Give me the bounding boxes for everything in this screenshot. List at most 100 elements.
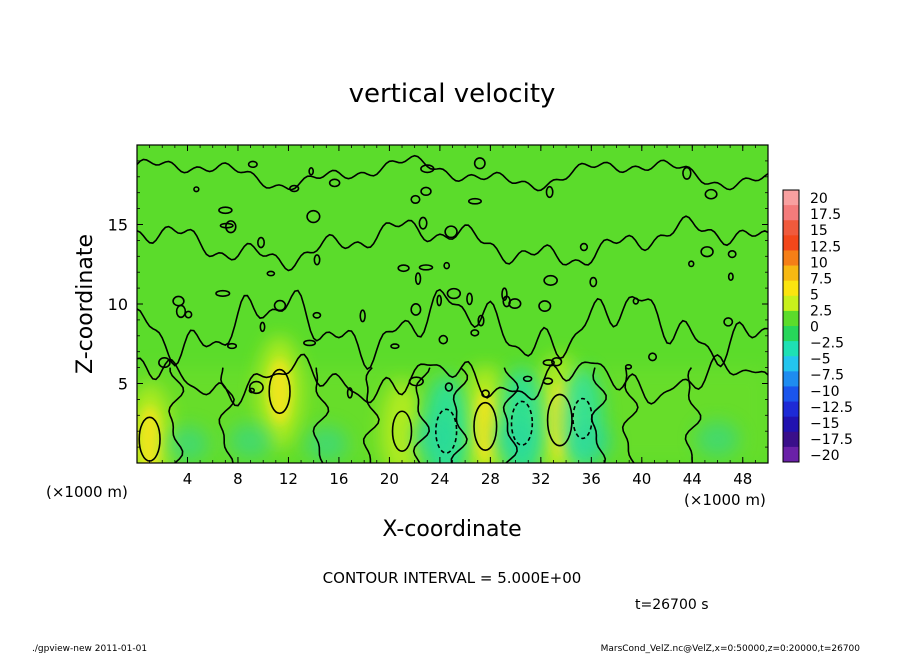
x-axis: 4 8 12 16 20 24 28 32 36 40 44 48	[136, 145, 769, 488]
small-contour-loop	[410, 194, 421, 204]
zero-contour	[412, 367, 431, 463]
zero-contour	[450, 367, 469, 463]
colorbar-cell	[783, 205, 799, 221]
small-contour-loop	[446, 287, 462, 300]
small-contour-loop	[436, 294, 443, 307]
small-contour-loop	[225, 220, 237, 234]
small-contour-loop	[420, 186, 432, 197]
negative-contour	[572, 397, 593, 440]
small-contour-loop	[538, 300, 552, 312]
zero-contour	[312, 367, 330, 463]
x-unit-left: (×1000 m)	[46, 483, 128, 501]
contour-interval-note: CONTOUR INTERVAL = 5.000E+00	[323, 569, 582, 587]
colorbar-cell	[783, 356, 799, 372]
small-contour-loop	[704, 188, 718, 200]
positive-contour	[473, 401, 498, 451]
x-tick-label: 32	[531, 470, 550, 488]
near-surface-shade	[228, 422, 273, 459]
footer-right: MarsCond_VelZ.nc@VelZ,x=0:50000,z=0:2000…	[601, 644, 861, 654]
small-contour-loop	[466, 292, 473, 306]
near-surface-shade	[304, 425, 349, 462]
small-contour-loop	[226, 342, 238, 350]
updraft-core-shade	[268, 358, 291, 425]
small-contour-loop	[551, 356, 563, 367]
small-contour-loop	[414, 272, 422, 285]
small-contour-loop	[473, 157, 486, 170]
colorbar-label: −15	[810, 416, 840, 432]
small-contour-loop	[248, 380, 264, 395]
small-contour-loop	[346, 387, 353, 399]
near-surface-shade	[411, 419, 456, 456]
colorbar-label: −17.5	[810, 432, 853, 448]
contour-lines	[137, 154, 768, 463]
small-contour-loop	[328, 178, 341, 188]
small-contour-loop	[248, 387, 256, 394]
small-contour-loop	[648, 352, 658, 362]
contour-cores	[138, 368, 593, 462]
colorbar-cell	[783, 401, 799, 418]
small-contour-loop	[444, 225, 458, 239]
near-surface-shade	[695, 421, 740, 458]
y-axis: 5 10 15	[108, 144, 768, 464]
colorbar-label: 2.5	[810, 304, 832, 320]
colorbar-cell	[783, 371, 799, 387]
small-contour-loop	[306, 209, 321, 224]
small-contour-loop	[215, 289, 231, 298]
colorbar-cell	[783, 386, 799, 402]
colorbar-label: 7.5	[810, 271, 832, 287]
small-contour-loop	[257, 236, 265, 249]
colorbar-label: 10	[810, 255, 828, 271]
x-tick-label: 24	[430, 470, 449, 488]
small-contour-loop	[175, 304, 187, 319]
colorbar-label: 17.5	[810, 207, 841, 223]
colorbar-cell	[783, 310, 799, 327]
y-axis-label: Z-coordinate	[73, 234, 98, 374]
y-tick-label: 5	[118, 375, 128, 394]
positive-contour	[268, 368, 291, 415]
x-tick-label: 44	[683, 470, 702, 488]
colorbar-label: 5	[810, 287, 819, 303]
small-contour-loop	[193, 186, 200, 193]
zero-contour	[137, 353, 768, 407]
zero-contour	[168, 367, 185, 463]
negative-contour	[434, 408, 458, 454]
colorbar-cell	[783, 250, 799, 266]
small-contour-loop	[410, 303, 422, 316]
positive-contour	[546, 393, 573, 447]
small-contour-loop	[443, 261, 451, 270]
colorbar-label: −12.5	[810, 400, 853, 416]
colorbar-cell	[783, 446, 799, 463]
colorbar-label: −7.5	[810, 368, 844, 384]
small-contour-loop	[470, 329, 480, 337]
zero-contour	[137, 288, 768, 371]
colorbar-cell	[783, 190, 799, 206]
colorbar: 2017.51512.5107.552.50−2.5−5−7.5−10−12.5…	[782, 189, 853, 464]
zero-contour	[218, 367, 235, 463]
small-contour-loop	[390, 343, 400, 350]
chart-title: vertical velocity	[349, 79, 556, 109]
small-contour-loop	[359, 309, 366, 323]
colorbar-label: −10	[810, 384, 840, 400]
small-contour-loop	[589, 276, 598, 288]
small-contour-loop	[522, 375, 533, 383]
x-unit-right: (×1000 m)	[684, 491, 766, 509]
x-tick-label: 12	[279, 470, 298, 488]
small-contour-loop	[688, 260, 695, 268]
small-contour-loop	[545, 185, 554, 199]
small-contour-loop	[247, 160, 258, 169]
x-tick-label: 4	[183, 470, 193, 488]
small-contour-loop	[303, 339, 317, 347]
zero-contour	[137, 154, 768, 192]
x-tick-label: 20	[380, 470, 399, 488]
y-tick-label: 15	[108, 216, 128, 235]
small-contour-loop	[477, 314, 485, 327]
colorbar-cell	[783, 265, 799, 282]
small-contour-loop	[624, 364, 633, 370]
x-tick-label: 48	[733, 470, 752, 488]
small-contour-loop	[467, 197, 482, 205]
time-label: t=26700 s	[635, 597, 709, 613]
colorbar-cell	[783, 341, 799, 357]
small-contour-loop	[542, 359, 555, 367]
positive-contour	[391, 410, 413, 452]
small-contour-loop	[266, 270, 276, 277]
